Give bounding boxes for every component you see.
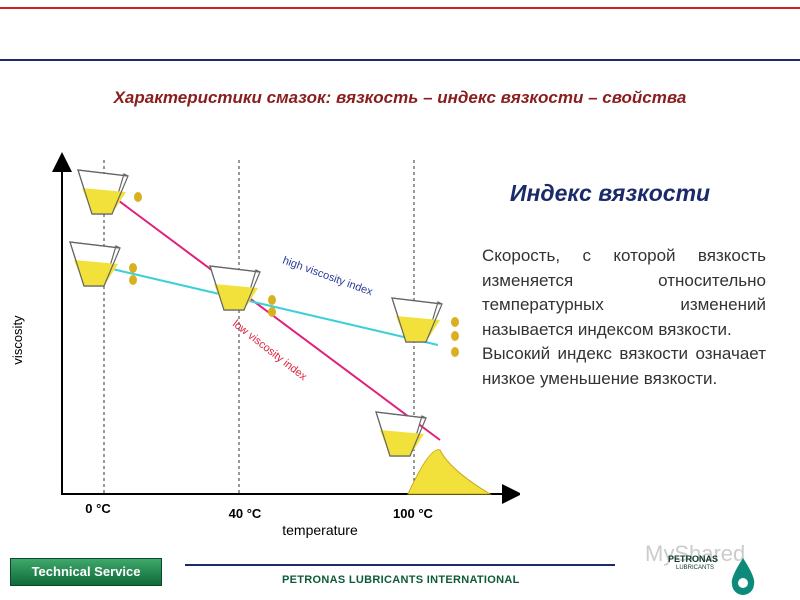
technical-service-badge: Technical Service: [10, 558, 162, 586]
panel-text: Скорость, с которой вязкость изменяется …: [482, 244, 766, 391]
diagram: viscosity temperature 0 °C 40 °C 100 °C …: [10, 152, 520, 538]
paragraph: Скорость, с которой вязкость изменяется …: [482, 246, 766, 339]
line-label: high viscosity index: [281, 255, 375, 299]
temperature-label: 0 °C: [85, 501, 111, 516]
temperature-label: 100 °C: [393, 506, 434, 521]
x-axis-label: temperature: [282, 522, 358, 538]
beakers: [69, 169, 492, 495]
panel-heading: Индекс вязкости: [509, 180, 711, 206]
logo-name: PETRONAS: [668, 554, 719, 564]
line-label: low viscosity index: [230, 318, 309, 383]
footer-rule: [185, 564, 615, 566]
logo-drop: [731, 558, 755, 595]
paragraph: Высокий индекс вязкости означает низкое …: [482, 344, 766, 388]
high-vi-line: [107, 267, 439, 346]
temperature-label: 40 °C: [229, 506, 262, 521]
top-rule: [0, 7, 800, 9]
low-vi-line: [114, 197, 441, 441]
watermark: MyShared: [645, 541, 746, 566]
slide-title: Характеристики смазок: вязкость – индекс…: [113, 88, 687, 107]
temperature-guides: [103, 160, 415, 494]
company-name: PETRONAS LUBRICANTS INTERNATIONAL: [282, 574, 520, 586]
header-rule: [0, 59, 800, 61]
logo-sub: LUBRICANTS: [676, 565, 715, 571]
y-axis-label: viscosity: [10, 315, 25, 365]
